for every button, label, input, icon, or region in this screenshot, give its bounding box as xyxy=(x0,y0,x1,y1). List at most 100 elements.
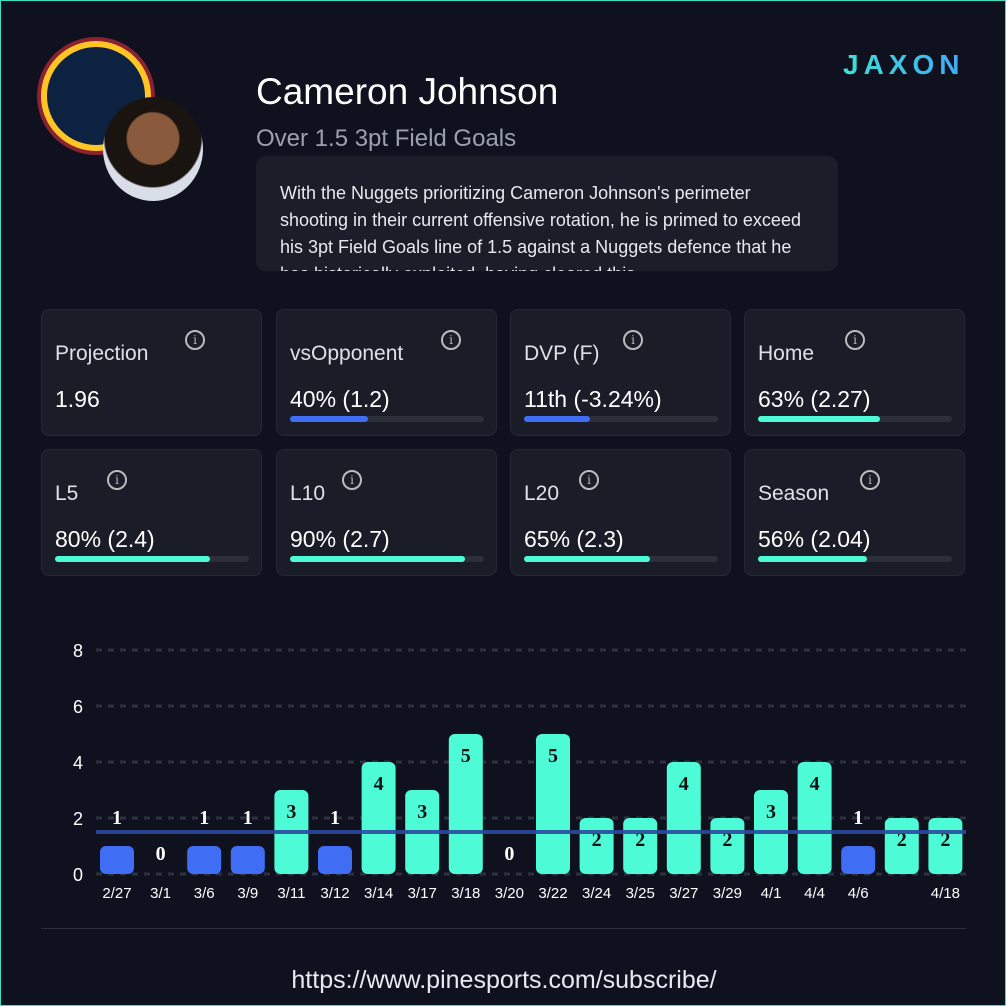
y-tick-label: 4 xyxy=(73,753,83,773)
bar[interactable] xyxy=(448,734,483,874)
stat-progress-bar xyxy=(758,556,952,562)
y-tick-label: 6 xyxy=(73,697,83,717)
player-avatar xyxy=(103,97,203,201)
stat-card-vsopponent: vsOpponent i 40% (1.2) xyxy=(276,309,497,436)
player-name: Cameron Johnson xyxy=(256,71,559,112)
bar-value-label: 0 xyxy=(156,843,166,865)
bar-value-label: 4 xyxy=(810,773,820,795)
bar-value-label: 1 xyxy=(112,807,122,829)
y-tick-label: 8 xyxy=(73,641,83,661)
stat-label: L5 xyxy=(55,482,79,505)
description-text: With the Nuggets prioritizing Cameron Jo… xyxy=(280,183,801,271)
bar-value-label: 0 xyxy=(504,843,514,865)
stat-card-dvp-f-: DVP (F) i 11th (-3.24%) xyxy=(510,309,731,436)
x-tick-label: 3/29 xyxy=(713,885,742,902)
bar[interactable] xyxy=(318,846,352,874)
x-tick-label: 3/18 xyxy=(451,885,480,902)
stat-label: L20 xyxy=(524,482,560,505)
x-tick-label: 3/9 xyxy=(237,885,258,902)
stat-card-season: Season i 56% (2.04) xyxy=(744,449,965,576)
stat-label: Projection xyxy=(55,342,149,365)
stat-value: 40% (1.2) xyxy=(290,386,390,412)
info-icon[interactable]: i xyxy=(623,330,643,350)
description-box[interactable]: With the Nuggets prioritizing Cameron Jo… xyxy=(256,156,838,271)
info-icon[interactable]: i xyxy=(107,470,127,490)
stat-card-l5: L5 i 80% (2.4) xyxy=(41,449,262,576)
info-icon[interactable]: i xyxy=(342,470,362,490)
team-logo xyxy=(41,41,151,151)
stat-progress-bar xyxy=(524,416,718,422)
bar[interactable] xyxy=(100,846,134,874)
x-tick-label: 3/25 xyxy=(626,885,655,902)
x-tick-label: 3/6 xyxy=(194,885,215,902)
stat-value: 65% (2.3) xyxy=(524,526,624,552)
stat-label: DVP (F) xyxy=(524,342,600,365)
bar[interactable] xyxy=(666,762,701,874)
stat-label: Season xyxy=(758,482,830,505)
bar[interactable] xyxy=(797,762,832,874)
stat-progress-bar xyxy=(290,556,484,562)
stat-value: 11th (-3.24%) xyxy=(524,386,662,412)
stat-label: L10 xyxy=(290,482,326,505)
stat-card-projection: Projection i 1.96 xyxy=(41,309,262,436)
bar-value-label: 5 xyxy=(548,745,558,767)
prop-title: Over 1.5 3pt Field Goals xyxy=(256,125,517,152)
y-tick-label: 0 xyxy=(73,865,83,885)
stat-label: vsOpponent xyxy=(290,342,404,365)
bar-value-label: 2 xyxy=(592,829,602,851)
info-icon[interactable]: i xyxy=(579,470,599,490)
x-tick-label: 2/27 xyxy=(102,885,131,902)
stat-value: 1.96 xyxy=(55,386,100,412)
divider xyxy=(41,928,966,929)
stat-value: 56% (2.04) xyxy=(758,526,871,552)
info-icon[interactable]: i xyxy=(845,330,865,350)
brand-logo: JAXON xyxy=(843,49,965,80)
bar[interactable] xyxy=(841,846,876,874)
bar-value-label: 5 xyxy=(461,745,471,767)
bar-value-label: 1 xyxy=(330,807,340,829)
stat-progress-bar xyxy=(290,416,484,422)
x-tick-label: 4/4 xyxy=(804,885,825,902)
stat-card-home: Home i 63% (2.27) xyxy=(744,309,965,436)
stat-value: 63% (2.27) xyxy=(758,386,871,412)
stat-card-l10: L10 i 90% (2.7) xyxy=(276,449,497,576)
bar[interactable] xyxy=(361,762,396,874)
bar-value-label: 3 xyxy=(766,801,776,823)
x-tick-label: 3/11 xyxy=(277,885,305,902)
x-tick-label: 3/22 xyxy=(538,885,567,902)
bar-value-label: 2 xyxy=(722,829,732,851)
x-tick-label: 3/17 xyxy=(408,885,437,902)
x-tick-label: 4/18 xyxy=(931,885,960,902)
bar[interactable] xyxy=(230,846,265,874)
game-log-chart: 0246812/2703/113/613/933/1113/1243/1433/… xyxy=(73,641,966,902)
info-icon[interactable]: i xyxy=(441,330,461,350)
bar-value-label: 1 xyxy=(199,807,209,829)
bar-value-label: 4 xyxy=(374,773,384,795)
stat-progress-bar xyxy=(524,556,718,562)
x-tick-label: 4/6 xyxy=(848,885,869,902)
x-tick-label: 3/12 xyxy=(320,885,349,902)
bar-value-label: 3 xyxy=(417,801,427,823)
x-tick-label: 4/1 xyxy=(761,885,782,902)
stat-value: 80% (2.4) xyxy=(55,526,155,552)
stat-label: Home xyxy=(758,342,815,365)
bar-value-label: 2 xyxy=(635,829,645,851)
subscribe-url[interactable]: https://www.pinesports.com/subscribe/ xyxy=(291,966,717,994)
stat-progress-bar xyxy=(55,556,249,562)
info-icon[interactable]: i xyxy=(860,470,880,490)
x-tick-label: 3/20 xyxy=(495,885,524,902)
x-tick-label: 3/27 xyxy=(669,885,698,902)
x-tick-label: 3/1 xyxy=(150,885,171,902)
bar-value-label: 3 xyxy=(286,801,296,823)
x-tick-label: 3/24 xyxy=(582,885,611,902)
bar-value-label: 2 xyxy=(940,829,950,851)
bar[interactable] xyxy=(187,846,222,874)
stat-value: 90% (2.7) xyxy=(290,526,390,552)
bar[interactable] xyxy=(536,734,570,874)
bar-value-label: 1 xyxy=(243,807,253,829)
y-tick-label: 2 xyxy=(73,809,83,829)
x-tick-label: 3/14 xyxy=(364,885,393,902)
stat-progress-bar xyxy=(758,416,952,422)
bar-value-label: 2 xyxy=(897,829,907,851)
info-icon[interactable]: i xyxy=(185,330,205,350)
